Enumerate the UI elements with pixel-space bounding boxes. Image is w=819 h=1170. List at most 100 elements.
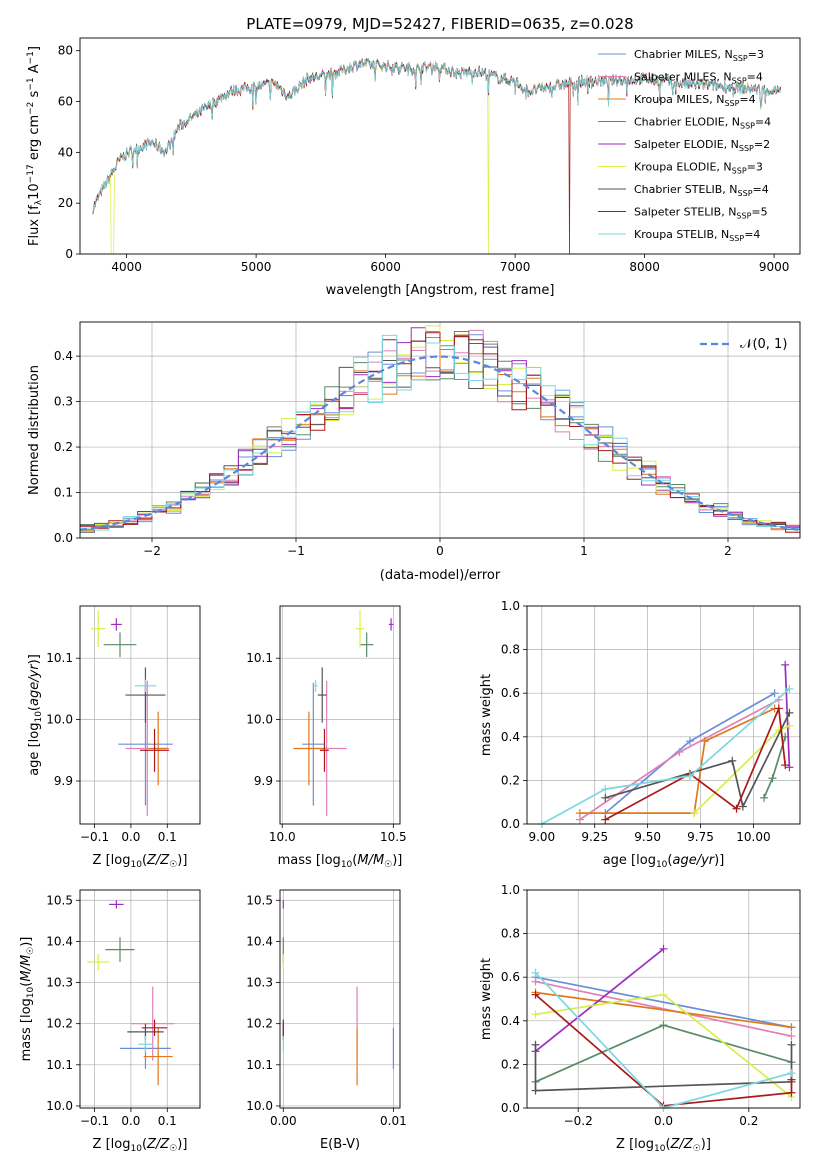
y-tick-label: 0.3 xyxy=(54,395,73,409)
x-tick-label: −2 xyxy=(143,544,161,558)
subscript: 10 xyxy=(26,986,36,998)
x-tick-label: 9.75 xyxy=(687,830,714,844)
histogram-salpeter_stelib xyxy=(80,332,800,533)
legend-text: Kroupa ELODIE, N xyxy=(634,161,732,174)
spectrum-line-kroupa_stelib xyxy=(92,58,781,213)
label-part: −1 xyxy=(26,77,36,90)
axes-frame xyxy=(526,889,801,1109)
legend-text: Salpeter ELODIE, N xyxy=(634,138,739,151)
y-tick-label: 10.5 xyxy=(46,893,73,907)
label-part: Z/Z xyxy=(670,1137,694,1152)
axes-frame xyxy=(279,605,401,825)
legend-sub: SSP xyxy=(732,77,747,86)
y-tick-label: 20 xyxy=(58,196,73,210)
x-tick-label: 0.01 xyxy=(380,1114,407,1128)
label-part: )] xyxy=(27,654,42,664)
y-axis-label: mass weight xyxy=(479,674,494,756)
label-part: erg cm xyxy=(27,115,42,164)
subscript: 10 xyxy=(34,711,44,723)
y-tick-label: 60 xyxy=(58,95,73,109)
y-axis-label: age [log10(age/yr)] xyxy=(27,654,44,776)
legend-sub: SSP xyxy=(738,189,753,198)
subscript: 10 xyxy=(130,1144,142,1154)
axes-frame xyxy=(79,889,201,1109)
legend-sub: SSP xyxy=(736,212,751,221)
label-part: age/yr xyxy=(672,853,715,868)
legend-entry: Salpeter ELODIE, NSSP=2 xyxy=(634,138,770,153)
x-axis-label: Z [log10(Z/Z☉)] xyxy=(616,1137,711,1154)
legend-suffix: =4 xyxy=(755,116,771,129)
label-part: mass [log xyxy=(19,998,34,1061)
legend-text: Salpeter STELIB, N xyxy=(634,206,736,219)
label-part: age [log xyxy=(27,723,42,776)
label-part: mass [log xyxy=(278,853,341,868)
legend-entry: Chabrier STELIB, NSSP=4 xyxy=(634,183,769,198)
legend-suffix: =5 xyxy=(751,206,767,219)
y-axis-label: mass weight xyxy=(479,958,494,1040)
x-tick-label: 0.1 xyxy=(158,830,177,844)
x-axis-label: age [log10(age/yr)] xyxy=(603,853,725,870)
y-tick-label: 10.0 xyxy=(246,1099,273,1113)
y-tick-label: 1.0 xyxy=(501,599,520,613)
mass_weight_vs_Z-panel: −0.2 0.0 0.2 0.0 0.2 0.4 0.6 0.8 1.0 Z [log10(Z/Z… xyxy=(479,883,801,1154)
label-part: Z [log xyxy=(616,1137,654,1152)
y-tick-label: 10.4 xyxy=(246,934,273,948)
label-part: Z [log xyxy=(93,853,131,868)
x-axis-label: (data-model)/error xyxy=(380,568,501,583)
x-tick-label: 0.0 xyxy=(121,830,140,844)
legend-entry: Kroupa STELIB, NSSP=4 xyxy=(634,228,760,243)
x-tick-label: 0.2 xyxy=(739,1114,758,1128)
label-part: )] xyxy=(177,853,187,868)
y-tick-label: 1.0 xyxy=(501,883,520,897)
legend-suffix: =4 xyxy=(753,183,769,196)
y-tick-label: 10.0 xyxy=(46,713,73,727)
legend-suffix: =3 xyxy=(748,48,764,61)
legend-sub: SSP xyxy=(732,167,747,176)
subscript: ☉ xyxy=(169,860,177,870)
label-part: age/yr xyxy=(27,663,42,706)
label-part: −1 xyxy=(26,51,36,64)
y-tick-label: 0.4 xyxy=(54,349,73,363)
y-tick-label: 0.2 xyxy=(501,1057,520,1071)
label-part: A xyxy=(27,64,42,77)
y-tick-label: 9.9 xyxy=(254,774,273,788)
weight-line-chabrier_stelib xyxy=(534,1044,793,1092)
label-part: M/M xyxy=(19,955,34,982)
y-tick-label: 0 xyxy=(65,247,73,261)
y-axis-label: Flux [fλ10−17 erg cm−2 s−1 A−1] xyxy=(26,46,44,246)
legend-entry: Chabrier MILES, NSSP=3 xyxy=(634,48,764,63)
legend-entry: Kroupa MILES, NSSP=4 xyxy=(634,93,756,108)
spectrum-legend: Chabrier MILES, NSSP=3 Salpeter MILES, NS… xyxy=(598,48,771,243)
weight-line-kroupa_miles xyxy=(535,991,792,1029)
legend-suffix: =4 xyxy=(747,71,763,84)
y-tick-label: 10.2 xyxy=(46,1017,73,1031)
label-part: Z [log xyxy=(93,1137,131,1152)
x-tick-label: −0.1 xyxy=(80,830,109,844)
axes-frame xyxy=(79,321,801,539)
label-part: )] xyxy=(177,1137,187,1152)
y-tick-label: 10.0 xyxy=(46,1099,73,1113)
y-tick-label: 10.2 xyxy=(246,1017,273,1031)
histogram-chabrier_stelib xyxy=(80,335,800,533)
weight-line-chabrier_miles xyxy=(535,976,792,1029)
legend-text: Chabrier STELIB, N xyxy=(634,183,738,196)
x-axis-label: Z [log10(Z/Z☉)] xyxy=(93,853,188,870)
y-tick-label: 0.4 xyxy=(501,730,520,744)
subscript: ☉ xyxy=(693,1144,701,1154)
legend-entry: Salpeter MILES, NSSP=4 xyxy=(634,71,763,86)
label-part: Z/Z xyxy=(146,853,170,868)
histogram-steps xyxy=(80,325,800,533)
y-tick-label: 10.0 xyxy=(246,713,273,727)
y-tick-label: 10.1 xyxy=(46,651,73,665)
spectrum-lines xyxy=(92,57,781,254)
x-tick-label: 9.50 xyxy=(634,830,661,844)
y-tick-label: 10.3 xyxy=(246,976,273,990)
x-axis-label: E(B-V) xyxy=(320,1137,360,1152)
y-tick-label: 0.2 xyxy=(54,440,73,454)
weight-line-salpeter_elodie xyxy=(534,948,665,1052)
label-part: λ xyxy=(34,199,44,205)
legend-text: Chabrier ELODIE, N xyxy=(634,116,740,129)
normal-curve xyxy=(79,355,801,532)
x-tick-label: 7000 xyxy=(500,260,531,274)
label-part: ] xyxy=(27,46,42,51)
